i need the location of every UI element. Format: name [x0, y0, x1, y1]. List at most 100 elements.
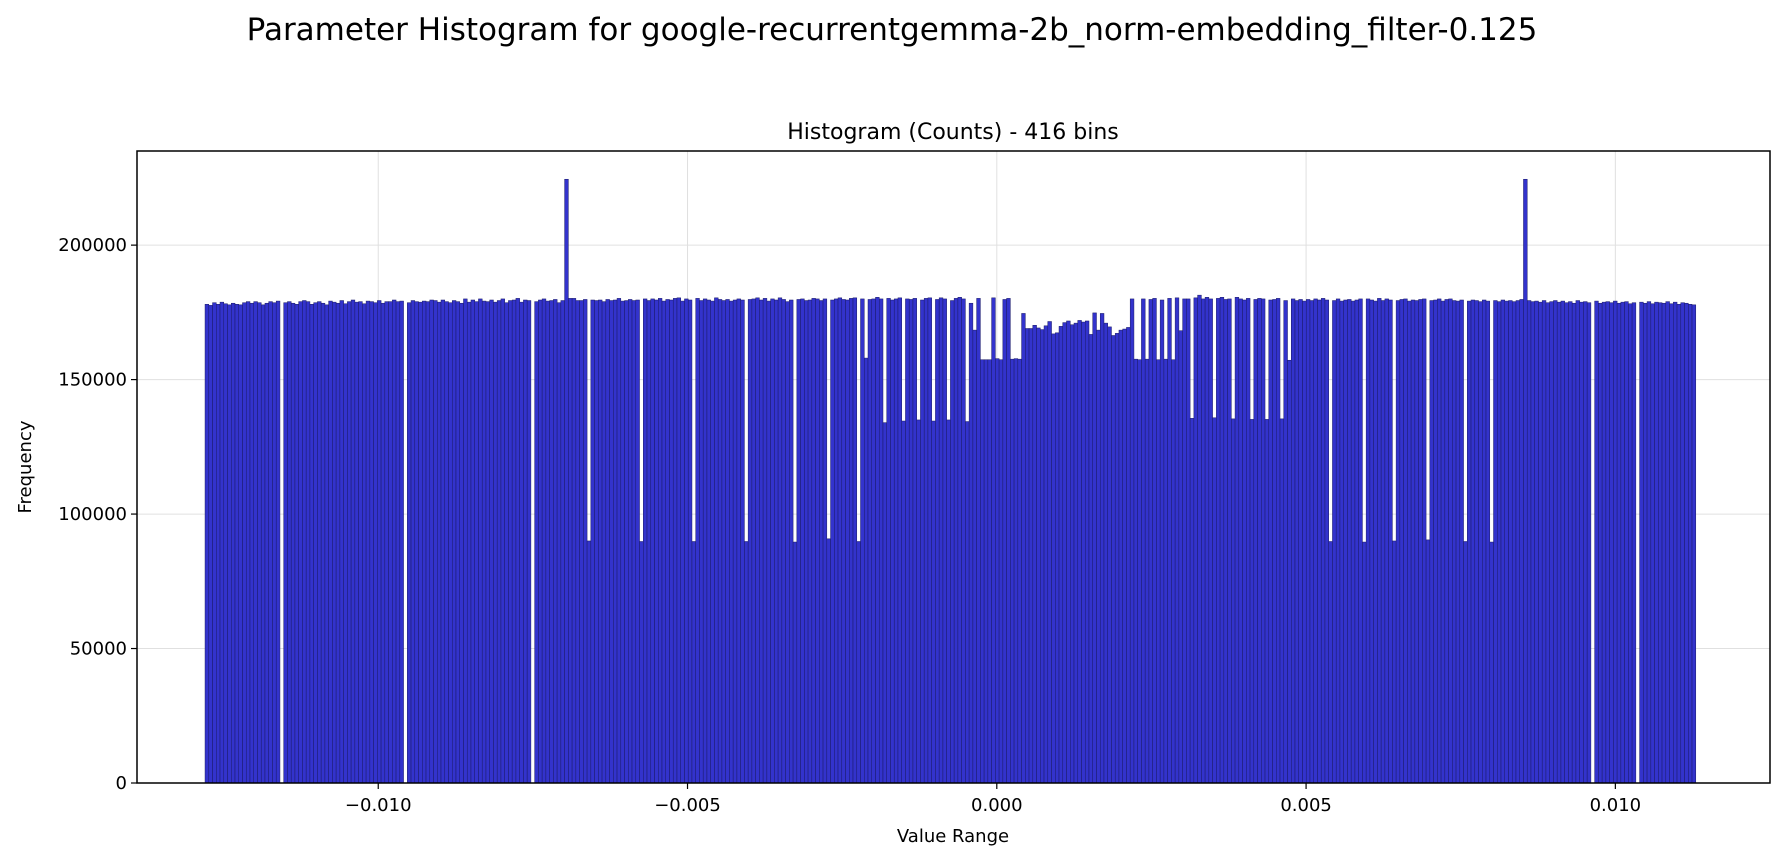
- histogram-bar: [1616, 302, 1622, 784]
- histogram-bar: [601, 301, 607, 784]
- histogram-bar: [658, 298, 663, 784]
- histogram-bar: [549, 300, 554, 784]
- histogram-bar: [893, 298, 899, 784]
- histogram-bar: [1118, 329, 1123, 784]
- histogram-bar: [1669, 303, 1674, 784]
- histogram-bar: [1013, 358, 1019, 784]
- histogram-bar: [1186, 298, 1191, 784]
- histogram-bar: [1388, 299, 1393, 784]
- histogram-bar: [422, 300, 427, 784]
- histogram-bar: [1347, 299, 1352, 784]
- histogram-bar: [646, 300, 652, 784]
- histogram-bar: [328, 300, 333, 784]
- histogram-bar: [504, 302, 509, 784]
- histogram-bar: [1407, 300, 1412, 784]
- histogram-bar: [1189, 418, 1195, 784]
- histogram-bar: [358, 301, 363, 784]
- histogram-bar: [1403, 298, 1408, 784]
- histogram-bar: [935, 299, 940, 784]
- histogram-bar: [216, 304, 221, 784]
- histogram-bar: [253, 301, 258, 784]
- histogram-bar: [995, 358, 1000, 784]
- histogram-bar: [1017, 358, 1022, 784]
- histogram-bar: [481, 300, 487, 784]
- histogram-bar: [867, 299, 873, 784]
- histogram-bar: [1178, 330, 1183, 784]
- histogram-bar: [598, 299, 603, 784]
- histogram-bar: [275, 300, 281, 784]
- histogram-bar: [792, 541, 798, 784]
- histogram-bar: [1440, 300, 1446, 784]
- histogram-bar: [751, 298, 756, 784]
- histogram-bar: [770, 298, 775, 784]
- histogram-bar: [1276, 298, 1281, 784]
- histogram-bar: [1613, 300, 1618, 784]
- histogram-bar: [474, 301, 479, 784]
- histogram-bar: [1268, 299, 1273, 784]
- histogram-bar: [440, 299, 446, 784]
- y-tick-label: 50000: [70, 639, 127, 660]
- histogram-bar: [1658, 302, 1663, 784]
- histogram-bar: [1384, 298, 1389, 784]
- histogram-bar: [1092, 312, 1097, 784]
- histogram-bar: [1373, 300, 1378, 784]
- histogram-bar: [1036, 327, 1041, 784]
- histogram-bar: [1040, 329, 1045, 784]
- histogram-bar: [916, 419, 921, 784]
- histogram-bar: [1676, 304, 1682, 784]
- histogram-bar: [1654, 301, 1659, 784]
- histogram-bar: [1182, 298, 1187, 784]
- histogram-bar: [1489, 541, 1494, 784]
- histogram-bar: [796, 299, 801, 784]
- histogram-bar: [538, 299, 543, 784]
- histogram-bar: [605, 299, 610, 784]
- histogram-bar: [384, 301, 389, 784]
- histogram-bar: [968, 302, 974, 784]
- histogram-bar: [991, 297, 996, 784]
- histogram-bar: [1028, 328, 1034, 784]
- histogram-bar: [860, 298, 865, 784]
- histogram-bar: [332, 301, 337, 784]
- histogram-bar: [1317, 299, 1322, 784]
- histogram-bar: [395, 301, 401, 784]
- histogram-bar: [804, 300, 809, 784]
- histogram-bar: [1399, 299, 1404, 784]
- histogram-bar: [1650, 303, 1655, 784]
- histogram-bar: [1410, 299, 1416, 784]
- histogram-bar: [1088, 334, 1093, 784]
- histogram-bar: [1062, 322, 1067, 784]
- histogram-bar: [1508, 300, 1513, 784]
- histogram-bar: [1354, 299, 1359, 784]
- histogram-bar: [1320, 298, 1326, 784]
- histogram-bar: [1684, 302, 1689, 784]
- histogram-bar: [624, 300, 629, 784]
- histogram-bar: [407, 302, 412, 784]
- histogram-bar: [1238, 298, 1243, 784]
- histogram-bar: [511, 299, 517, 784]
- histogram-bar: [1395, 300, 1401, 784]
- histogram-bar: [931, 420, 936, 784]
- histogram-bar: [849, 298, 854, 784]
- histogram-bar: [800, 298, 805, 784]
- y-tick-label: 150000: [58, 370, 127, 391]
- histogram-bar: [534, 301, 539, 784]
- histogram-bar: [852, 297, 858, 784]
- histogram-bar: [687, 299, 693, 784]
- histogram-bar: [377, 300, 382, 784]
- histogram-bar: [1077, 320, 1082, 784]
- x-tick-label: −0.005: [654, 795, 721, 816]
- histogram-bar: [523, 299, 528, 784]
- histogram-bar: [1343, 299, 1348, 784]
- axes-title: Histogram (Counts) - 416 bins: [787, 120, 1118, 145]
- histogram-bar: [1242, 299, 1247, 784]
- histogram-bar: [418, 301, 423, 784]
- histogram-bar: [335, 302, 341, 784]
- histogram-bar: [1583, 301, 1588, 784]
- histogram-bar: [283, 302, 288, 784]
- histogram-bar: [845, 299, 850, 784]
- histogram-bar: [942, 298, 947, 784]
- histogram-bar: [706, 299, 711, 784]
- histogram-bar: [672, 298, 678, 784]
- histogram-bar: [643, 298, 648, 784]
- histogram-bar: [789, 299, 794, 784]
